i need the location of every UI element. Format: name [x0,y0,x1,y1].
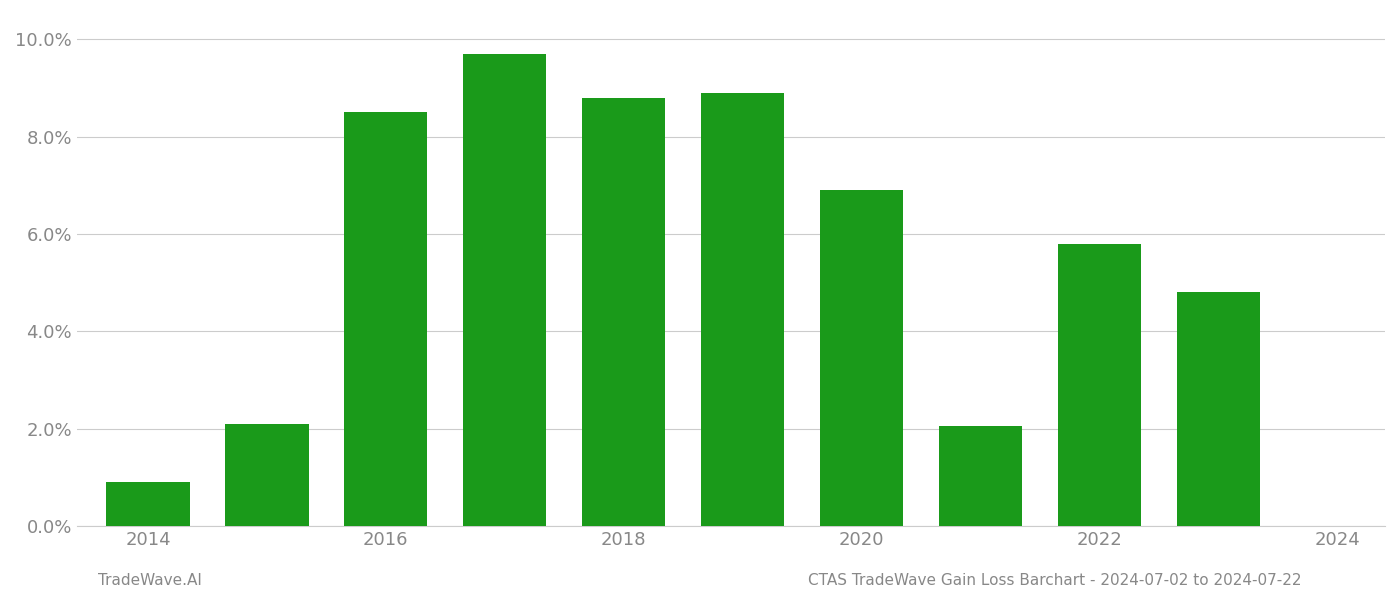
Text: TradeWave.AI: TradeWave.AI [98,573,202,588]
Bar [582,98,665,526]
Bar [225,424,308,526]
Bar [701,93,784,526]
Bar [344,112,427,526]
Bar [106,482,189,526]
Bar [820,190,903,526]
Bar [1058,244,1141,526]
Bar [463,54,546,526]
Bar [1177,292,1260,526]
Bar [939,427,1022,526]
Text: CTAS TradeWave Gain Loss Barchart - 2024-07-02 to 2024-07-22: CTAS TradeWave Gain Loss Barchart - 2024… [809,573,1302,588]
